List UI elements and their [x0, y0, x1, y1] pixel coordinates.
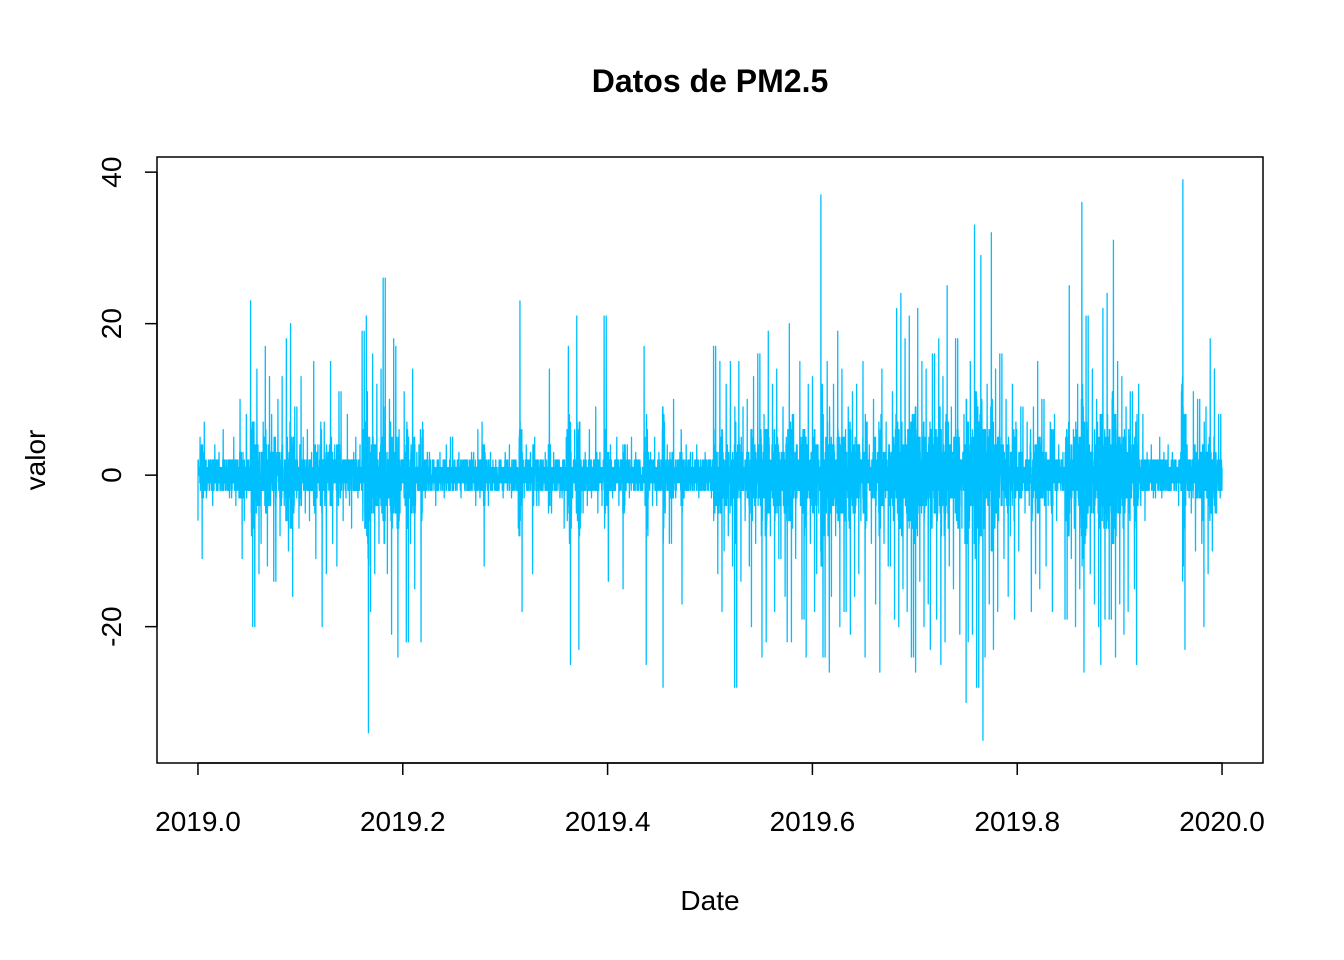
x-tick-label: 2019.2 [360, 806, 446, 837]
y-axis: -20 0 20 40 [96, 157, 158, 647]
x-tick-label: 2019.6 [770, 806, 856, 837]
series-layer [197, 179, 1223, 741]
x-axis: 2019.0 2019.2 2019.4 2019.6 2019.8 2020.0 [155, 762, 1265, 837]
y-tick-label: 40 [96, 157, 127, 188]
x-tick-label: 2019.8 [974, 806, 1060, 837]
x-tick-label: 2019.4 [565, 806, 651, 837]
y-tick-label: 0 [96, 467, 127, 483]
x-tick-label: 2020.0 [1179, 806, 1265, 837]
y-axis-label: valor [20, 430, 51, 491]
x-tick-label: 2019.0 [155, 806, 241, 837]
chart-title: Datos de PM2.5 [592, 63, 829, 99]
x-axis-label: Date [680, 885, 739, 916]
series-line [197, 179, 1223, 741]
y-tick-label: -20 [96, 606, 127, 646]
y-tick-label: 20 [96, 308, 127, 339]
